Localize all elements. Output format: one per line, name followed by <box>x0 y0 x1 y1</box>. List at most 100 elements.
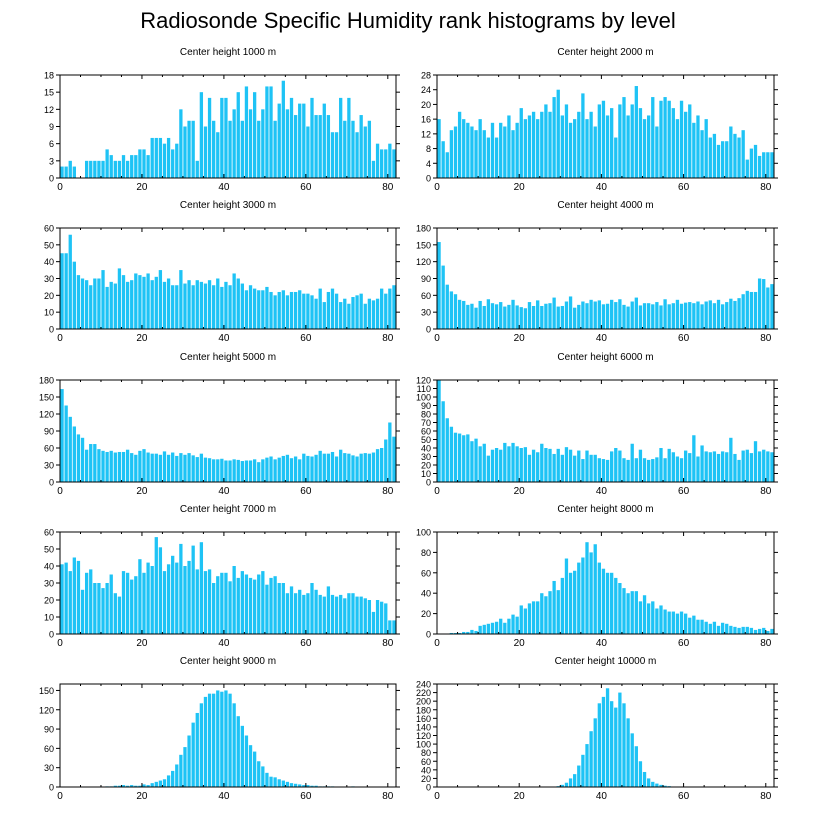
bar <box>277 103 281 178</box>
bar <box>101 160 105 178</box>
bar <box>585 450 589 482</box>
bar <box>453 632 458 634</box>
bar <box>494 304 499 329</box>
bar <box>519 108 523 178</box>
bar <box>474 130 478 178</box>
bar <box>622 304 626 329</box>
bar <box>581 93 585 178</box>
y-tick-label: 0 <box>426 630 431 640</box>
y-tick-label: 240 <box>416 680 431 690</box>
bar <box>634 297 638 329</box>
y-tick-label: 20 <box>421 774 431 784</box>
bar <box>199 703 204 787</box>
x-tick-label: 0 <box>57 486 63 497</box>
bar <box>762 279 766 329</box>
bar <box>392 149 396 178</box>
bar <box>770 452 774 482</box>
bar <box>556 590 560 634</box>
bar <box>146 155 150 178</box>
bar <box>248 745 253 787</box>
bar <box>441 141 445 178</box>
bar <box>601 304 606 329</box>
bar <box>220 97 224 178</box>
chart-title-9: Center height 9000 m <box>179 656 277 667</box>
bar <box>548 448 552 482</box>
bar <box>642 595 647 634</box>
bar <box>207 280 212 329</box>
bar <box>130 280 134 329</box>
bar <box>552 97 556 178</box>
bar <box>269 577 273 634</box>
bar <box>618 692 622 787</box>
bar <box>363 126 367 178</box>
bar <box>240 283 244 329</box>
bar <box>708 623 712 634</box>
x-tick-label: 0 <box>57 333 63 344</box>
bar <box>314 298 318 329</box>
bar <box>568 572 573 634</box>
bar <box>757 278 762 329</box>
y-tick-label: 60 <box>44 528 54 538</box>
bar <box>536 601 540 634</box>
y-tick-label: 90 <box>44 427 54 437</box>
bar <box>273 120 277 178</box>
bar <box>544 448 548 482</box>
bar <box>220 286 224 329</box>
bar <box>688 453 692 482</box>
bar <box>248 109 253 178</box>
bar <box>453 126 458 178</box>
bar <box>203 696 208 788</box>
chart-title-3: Center height 3000 m <box>179 200 277 211</box>
bar <box>384 149 388 178</box>
x-tick-label: 80 <box>760 486 772 497</box>
x-tick-label: 60 <box>678 791 690 802</box>
bar <box>220 572 224 634</box>
bar <box>445 284 449 329</box>
x-tick-label: 60 <box>678 333 690 344</box>
x-tick-label: 40 <box>218 791 230 802</box>
bar <box>499 122 503 178</box>
bar <box>101 588 105 634</box>
bar <box>614 137 618 178</box>
bar <box>113 160 117 178</box>
y-tick-label: 120 <box>416 376 431 386</box>
bar <box>125 281 130 329</box>
bar <box>355 596 359 634</box>
bar <box>531 601 536 634</box>
bar <box>716 625 721 634</box>
bar <box>281 290 285 329</box>
bar <box>240 120 244 178</box>
bar <box>162 143 167 178</box>
bar <box>166 278 171 329</box>
x-tick-label: 0 <box>57 182 63 193</box>
bar <box>171 285 175 329</box>
bar <box>125 785 130 787</box>
bar <box>248 577 253 634</box>
bar <box>224 97 228 178</box>
bar <box>626 115 630 178</box>
bar <box>146 785 150 787</box>
bar <box>367 453 372 482</box>
bar <box>142 572 146 634</box>
bar <box>265 457 269 482</box>
bar <box>244 460 249 482</box>
bar <box>589 731 593 787</box>
bar <box>712 133 717 178</box>
bar <box>273 295 277 329</box>
bar <box>367 120 372 178</box>
bar <box>351 593 355 634</box>
bar <box>577 562 581 634</box>
bar <box>84 280 89 329</box>
bar <box>651 304 655 329</box>
bar <box>478 625 482 634</box>
x-tick-label: 40 <box>218 638 230 649</box>
y-tick-label: 50 <box>44 240 54 250</box>
y-tick-label: 150 <box>416 240 431 250</box>
bar <box>248 285 253 329</box>
bar <box>544 104 548 178</box>
bar <box>359 596 363 634</box>
bar <box>232 273 236 329</box>
bar <box>457 433 462 482</box>
bar <box>265 584 269 634</box>
bar <box>89 160 93 178</box>
